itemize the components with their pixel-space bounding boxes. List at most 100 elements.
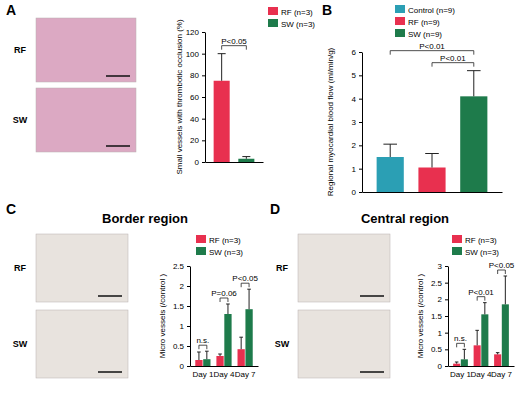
y-tick: 20: [190, 136, 205, 145]
legend-swatch: [395, 29, 405, 37]
significance-bracket: [222, 46, 247, 50]
error-cap: [197, 352, 201, 353]
legend-swatch: [452, 235, 462, 243]
error-cap: [226, 304, 230, 305]
tick-mark: [187, 346, 190, 347]
tick-label: 1.5: [173, 302, 185, 311]
bar: [453, 364, 460, 366]
tick-mark: [445, 349, 448, 350]
legend-label: SW (n=9): [408, 30, 442, 39]
axis-line: [190, 267, 191, 367]
tick-mark: [202, 32, 205, 33]
scale-bar: [106, 75, 130, 77]
x-tick: Day 1: [192, 366, 213, 379]
tick-mark: [187, 326, 190, 327]
y-axis: 00.511.522.53: [431, 262, 449, 371]
tick-label: 5: [352, 71, 357, 80]
significance-bracket: [477, 297, 485, 301]
tick-mark: [187, 286, 190, 287]
annotation: P<0.01: [440, 54, 466, 63]
y-tick: 60: [190, 93, 205, 102]
axis-line: [449, 366, 515, 367]
micrograph: [36, 18, 136, 82]
title: Central region: [361, 211, 449, 226]
annotation: P<0.05: [489, 261, 515, 270]
annotation: P<0.01: [468, 288, 494, 297]
error-cap: [463, 349, 467, 350]
tick-label: Day 4: [471, 370, 492, 379]
tick-mark: [359, 52, 362, 53]
tick-mark: [445, 266, 448, 267]
y-tick: 1: [438, 329, 448, 338]
bar: [245, 309, 252, 366]
image-label: RF: [14, 263, 26, 273]
tick-label: 0: [195, 158, 200, 167]
bar: [238, 159, 254, 162]
y-tick: 0.5: [173, 342, 190, 351]
legend-swatch: [395, 5, 405, 13]
tick-mark: [359, 122, 362, 123]
error-cap: [247, 289, 251, 290]
tick-label: 0: [438, 362, 443, 371]
y-tick: 0: [180, 362, 190, 371]
tick-mark: [359, 169, 362, 170]
plot-area: [377, 71, 488, 192]
error-cap: [483, 302, 487, 303]
y-tick: 1.5: [431, 312, 448, 321]
error-bar: [206, 351, 207, 359]
tick-label: Day 7: [235, 370, 256, 379]
error-cap: [455, 362, 459, 363]
bar: [214, 81, 230, 162]
tick-label: Day 1: [450, 370, 471, 379]
tick-mark: [359, 192, 362, 193]
scale-bar: [360, 295, 384, 297]
bar: [224, 314, 231, 366]
tick-mark: [202, 75, 205, 76]
error-bar: [221, 54, 222, 81]
tick-mark: [202, 119, 205, 120]
tick-label: 1.5: [431, 312, 443, 321]
tick-label: 0.5: [173, 342, 185, 351]
error-cap: [475, 330, 479, 331]
error-bar: [249, 289, 250, 309]
tick-mark: [359, 75, 362, 76]
y-tick: 1.5: [173, 302, 190, 311]
error-cap: [504, 276, 508, 277]
axis-line: [363, 192, 503, 193]
legend-swatch: [196, 247, 206, 255]
error-cap: [205, 351, 209, 352]
annotation: P<0.05: [221, 37, 247, 46]
micrograph: [36, 88, 136, 152]
tick-label: 60: [190, 93, 199, 102]
bar: [461, 359, 468, 366]
error-cap: [239, 337, 243, 338]
axis-line: [191, 366, 259, 367]
tick-label: 1: [180, 322, 185, 331]
annotation: n.s.: [196, 336, 209, 345]
bar: [502, 304, 509, 366]
tick-mark: [202, 140, 205, 141]
bar: [460, 96, 487, 192]
bar: [216, 356, 223, 366]
significance-bracket: [498, 270, 506, 274]
tick-mark: [187, 366, 190, 367]
bar: [195, 360, 202, 366]
figure: ARFSW020406080100120Small vessels with t…: [0, 0, 520, 396]
error-bar: [227, 304, 228, 314]
legend-label: RF (n=3): [281, 8, 313, 17]
y-tick: 0: [352, 188, 362, 197]
panel: ARFSW020406080100120Small vessels with t…: [6, 2, 315, 175]
significance-bracket: [220, 298, 228, 302]
bar: [494, 354, 501, 366]
panel-label: D: [270, 201, 280, 217]
axis-title: Small vessels with thrombotic occlusion …: [175, 19, 184, 174]
error-cap: [218, 354, 222, 355]
error-cap: [383, 144, 397, 145]
y-axis: 020406080100120: [186, 28, 206, 167]
error-cap: [242, 156, 250, 157]
tick-label: Day 1: [192, 370, 213, 379]
tick-label: 80: [190, 71, 199, 80]
y-tick: 120: [186, 28, 205, 37]
micrograph: [298, 310, 390, 378]
legend-swatch: [268, 7, 278, 15]
